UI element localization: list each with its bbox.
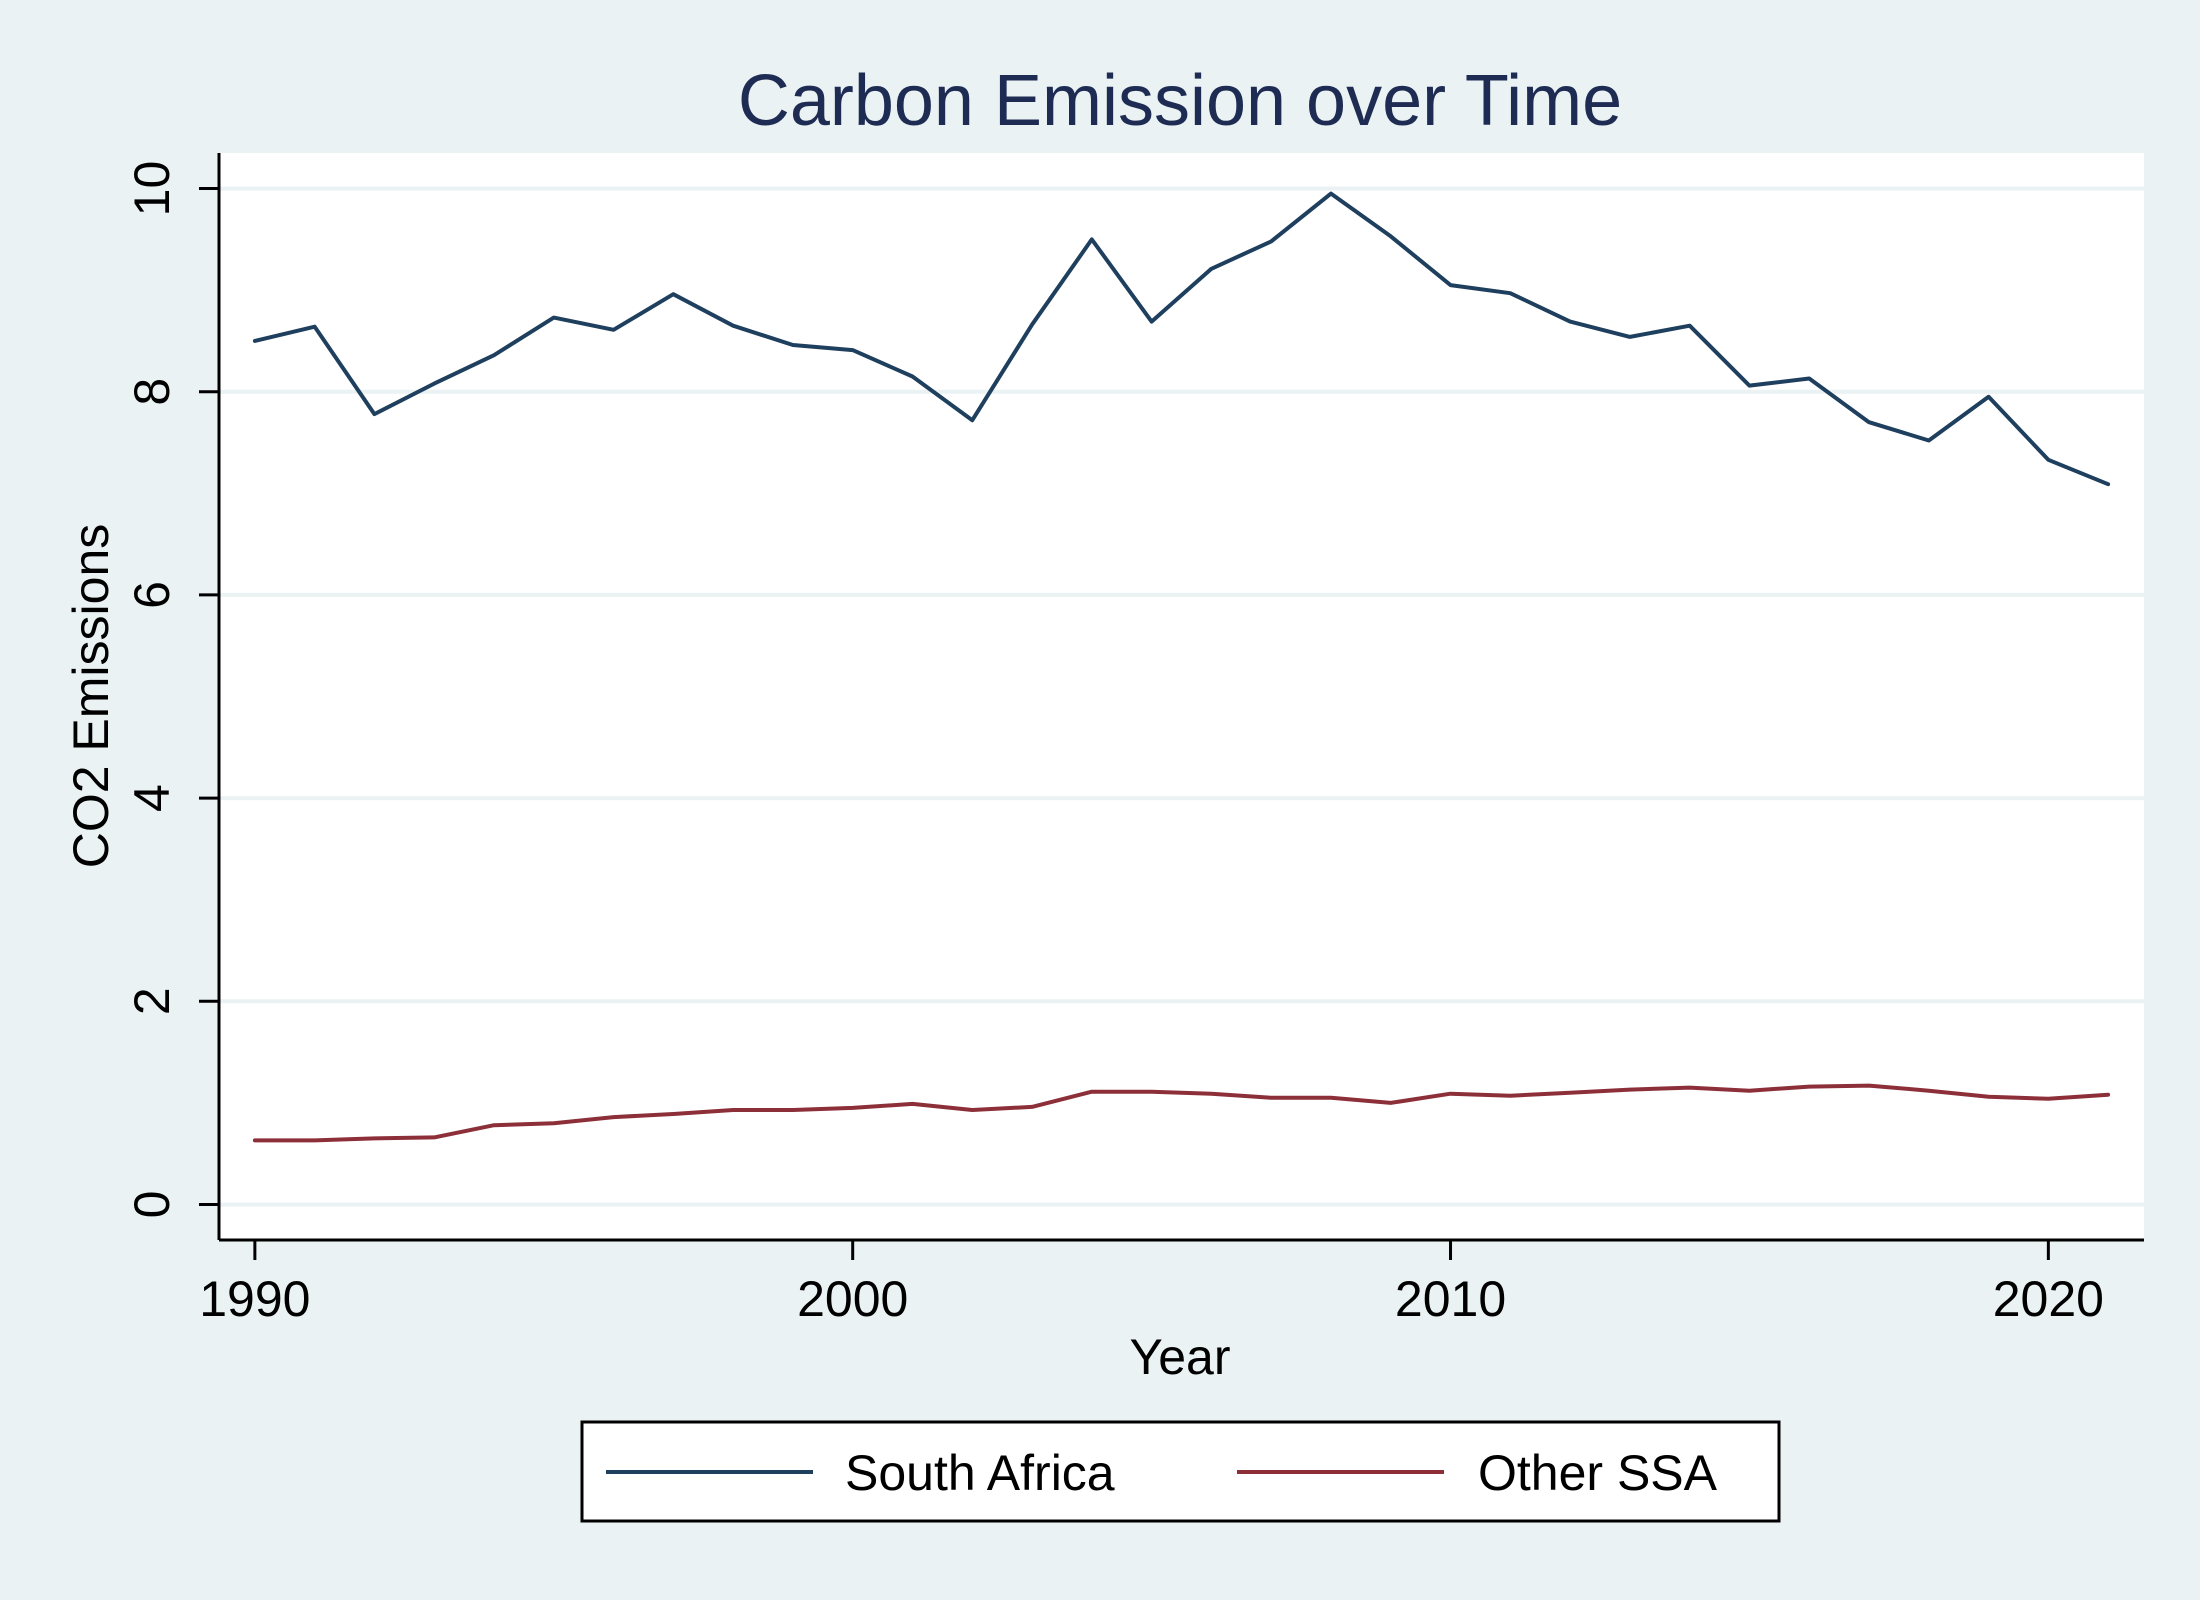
series-lines (252, 191, 2111, 1143)
y-tick-label: 0 (124, 1191, 180, 1219)
x-tick-label: 1990 (199, 1271, 310, 1327)
x-axis-title: Year (1129, 1329, 1230, 1385)
x-tick-label: 2000 (797, 1271, 908, 1327)
gridlines (219, 186, 2144, 1207)
y-tick-label: 6 (124, 581, 180, 609)
x-tick-label: 2010 (1395, 1271, 1506, 1327)
y-tick-label: 4 (124, 784, 180, 812)
y-tick-label: 8 (124, 378, 180, 406)
legend: South Africa Other SSA (580, 1420, 1781, 1523)
legend-label: Other SSA (1478, 1445, 1718, 1501)
x-tick-label: 2020 (1993, 1271, 2104, 1327)
series-line-1 (252, 1083, 2111, 1143)
y-axis-title: CO2 Emissions (63, 524, 119, 869)
y-tick-label: 10 (124, 161, 180, 217)
x-axis-ticks: 1990 2000 2010 2020 (199, 1240, 2104, 1327)
y-axis-ticks: 0 2 4 6 8 10 (124, 161, 219, 1219)
plot-area (219, 153, 2144, 1240)
series-line-0 (252, 191, 2111, 487)
chart-title: Carbon Emission over Time (738, 61, 1622, 141)
y-tick-label: 2 (124, 987, 180, 1015)
legend-label: South Africa (845, 1445, 1115, 1501)
